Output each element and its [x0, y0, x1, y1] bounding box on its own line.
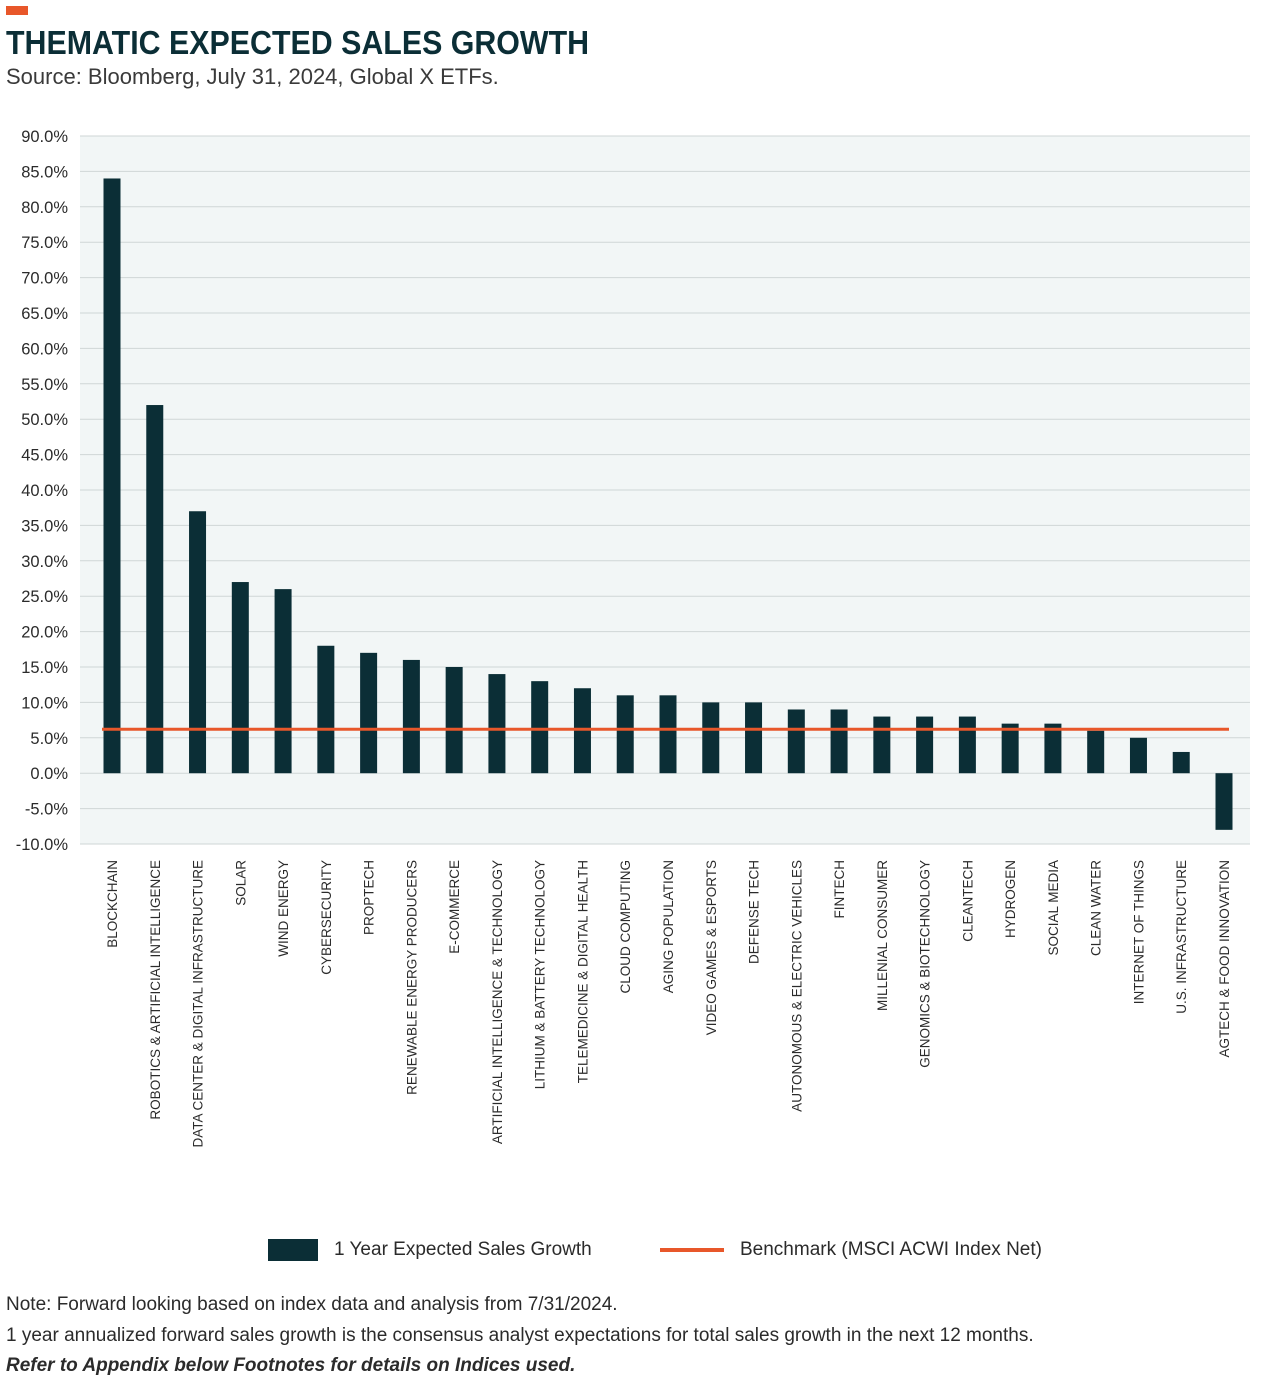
bar [745, 702, 763, 774]
legend: 1 Year Expected Sales Growth Benchmark (… [0, 1236, 1280, 1266]
bar [873, 716, 891, 774]
x-category-label: ARTIFICIAL INTELLIGENCE & TECHNOLOGY [490, 860, 505, 1144]
y-tick-label: -10.0% [16, 836, 69, 854]
y-tick-label: 5.0% [30, 730, 68, 748]
bar [1172, 751, 1190, 774]
x-category-label: BLOCKCHAIN [105, 860, 120, 948]
accent-bar [6, 6, 28, 15]
y-tick-label: 65.0% [21, 305, 68, 323]
x-category-label: CYBERSECURITY [319, 860, 334, 975]
x-category-label: AGTECH & FOOD INNOVATION [1217, 860, 1232, 1058]
bar [360, 652, 378, 774]
x-category-label: FINTECH [832, 860, 847, 919]
y-tick-label: 20.0% [21, 624, 68, 642]
y-tick-label: -5.0% [25, 801, 68, 819]
x-category-label: SOCIAL MEDIA [1046, 860, 1061, 956]
x-category-label: INTERNET OF THINGS [1131, 860, 1146, 1004]
x-category-label: TELEMEDICINE & DIGITAL HEALTH [575, 860, 590, 1083]
bar [103, 178, 121, 774]
bar [1129, 737, 1147, 774]
bar [830, 709, 848, 774]
y-tick-label: 70.0% [21, 270, 68, 288]
bar [402, 659, 420, 774]
legend-item-bar: 1 Year Expected Sales Growth [268, 1236, 592, 1264]
x-category-label: AGING POPULATION [661, 860, 676, 993]
x-category-label: GENOMICS & BIOTECHNOLOGY [918, 860, 933, 1068]
y-axis-ticks: 90.0% 85.0% 80.0% 75.0% 70.0% 65.0% 60.0% 55.0%… [16, 128, 69, 854]
x-category-label: DEFENSE TECH [747, 860, 762, 964]
bar [659, 695, 677, 774]
bar [958, 716, 976, 774]
legend-item-line: Benchmark (MSCI ACWI Index Net) [660, 1236, 1042, 1264]
y-tick-label: 10.0% [21, 694, 68, 712]
y-tick-label: 35.0% [21, 517, 68, 535]
y-tick-label: 50.0% [21, 411, 68, 429]
x-category-label: RENEWABLE ENERGY PRODUCERS [404, 860, 419, 1095]
footnote-3: Refer to Appendix below Footnotes for de… [6, 1355, 576, 1376]
bar-chart: 90.0% 85.0% 80.0% 75.0% 70.0% 65.0% 60.0% 55.0%… [16, 128, 1250, 1148]
x-category-label: CLEAN WATER [1089, 860, 1104, 956]
x-category-label: MILLENIAL CONSUMER [875, 860, 890, 1011]
bar [1087, 730, 1105, 774]
footnote-1: Note: Forward looking based on index dat… [6, 1294, 618, 1315]
y-tick-label: 55.0% [21, 376, 68, 394]
legend-label-bar: 1 Year Expected Sales Growth [334, 1239, 592, 1260]
x-category-label: DATA CENTER & DIGITAL INFRASTRUCTURE [191, 860, 206, 1148]
bar [616, 695, 634, 774]
legend-swatch-line [660, 1248, 724, 1252]
y-tick-label: 80.0% [21, 199, 68, 217]
bar [146, 405, 164, 774]
bars [103, 178, 1233, 830]
x-category-label: SOLAR [233, 860, 248, 906]
bar [916, 716, 934, 774]
x-category-label: AUTONOMOUS & ELECTRIC VEHICLES [789, 860, 804, 1112]
y-tick-label: 85.0% [21, 163, 68, 181]
x-category-label: LITHIUM & BATTERY TECHNOLOGY [533, 860, 548, 1089]
bar [787, 709, 805, 774]
x-axis-labels: BLOCKCHAIN ROBOTICS & ARTIFICIAL INTELLIG… [105, 860, 1232, 1148]
x-category-label: ROBOTICS & ARTIFICIAL INTELLIGENCE [148, 860, 163, 1120]
bar [702, 702, 720, 774]
bar [1001, 723, 1019, 774]
y-tick-label: 40.0% [21, 482, 68, 500]
bar [445, 667, 463, 774]
bar [231, 582, 249, 774]
bar [531, 681, 549, 774]
y-tick-label: 90.0% [21, 128, 68, 146]
legend-label-line: Benchmark (MSCI ACWI Index Net) [740, 1239, 1042, 1260]
footnote-2: 1 year annualized forward sales growth i… [6, 1325, 1034, 1346]
chart-subtitle: Source: Bloomberg, July 31, 2024, Global… [6, 64, 499, 89]
x-category-label: E-COMMERCE [447, 860, 462, 954]
bar [1215, 773, 1233, 830]
x-category-label: PROPTECH [362, 860, 377, 935]
bar [189, 511, 207, 774]
bar [317, 645, 335, 774]
x-category-label: HYDROGEN [1003, 860, 1018, 938]
bar [488, 674, 506, 774]
x-category-label: CLEANTECH [960, 860, 975, 942]
x-category-label: WIND ENERGY [276, 860, 291, 957]
legend-swatch-bar [268, 1239, 318, 1261]
x-category-label: CLOUD COMPUTING [618, 860, 633, 994]
y-tick-label: 30.0% [21, 553, 68, 571]
x-category-label: U.S. INFRASTRUCTURE [1174, 860, 1189, 1014]
x-category-label: VIDEO GAMES & ESPORTS [704, 860, 719, 1035]
y-tick-label: 45.0% [21, 447, 68, 465]
bar [1044, 723, 1062, 774]
bar [274, 589, 292, 774]
chart-title: THEMATIC EXPECTED SALES GROWTH [6, 24, 590, 61]
y-tick-label: 25.0% [21, 588, 68, 606]
y-tick-label: 0.0% [30, 765, 68, 783]
y-tick-label: 75.0% [21, 234, 68, 252]
y-tick-label: 60.0% [21, 340, 68, 358]
y-tick-label: 15.0% [21, 659, 68, 677]
